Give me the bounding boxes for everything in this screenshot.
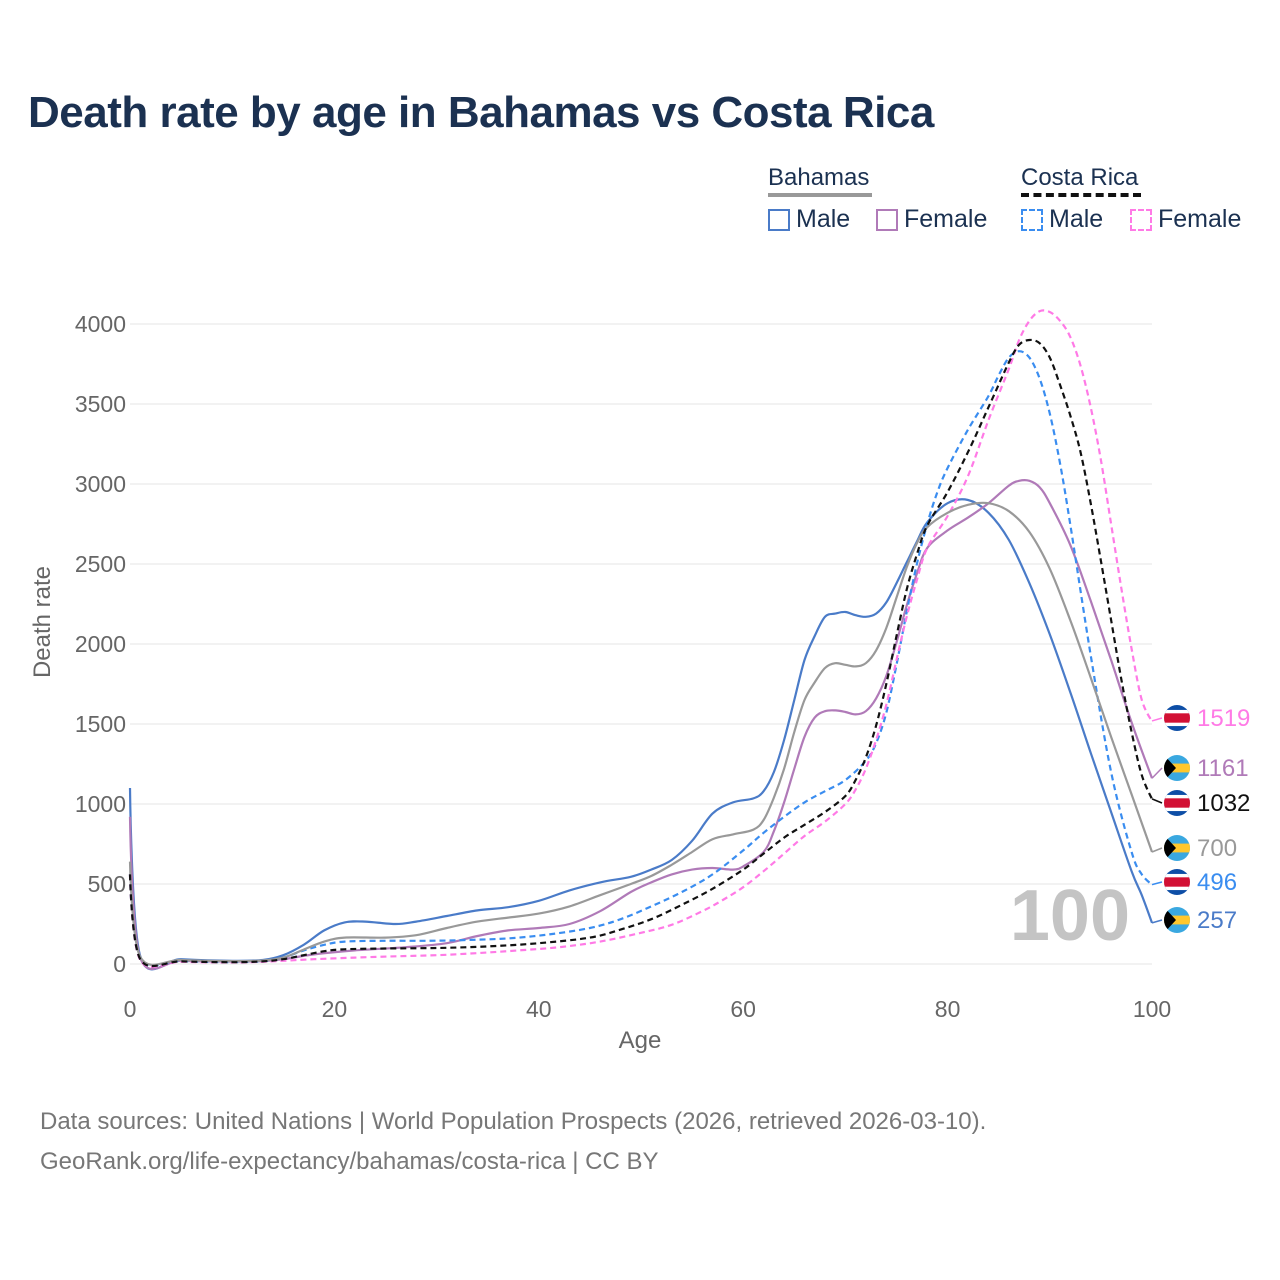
end-label-leader: [1151, 798, 1163, 804]
series-line-costa-rica-male[interactable]: [128, 350, 1153, 967]
costa-rica-flag-icon: [1164, 790, 1190, 816]
x-tick-label: 100: [1133, 996, 1171, 1022]
source-line-1: Data sources: United Nations | World Pop…: [40, 1108, 987, 1135]
series-lines: [128, 309, 1154, 971]
y-axis-label: Death rate: [29, 566, 56, 678]
x-tick-label: 20: [322, 996, 348, 1022]
legend-item-bahamas-male[interactable]: Male: [768, 205, 850, 234]
legend-label: Female: [904, 205, 988, 233]
legend-swatch-bahamas-female: [876, 208, 898, 231]
end-value-label: 1032: [1197, 790, 1250, 817]
legend-label: Male: [1049, 205, 1104, 233]
series-line-costa-rica-female[interactable]: [128, 309, 1153, 968]
legend-label: Female: [1158, 205, 1242, 233]
end-labels: 1519 1161 1032 700 496 257: [1151, 705, 1250, 934]
y-tick-label: 3500: [75, 391, 126, 417]
end-value-label: 1161: [1197, 755, 1249, 782]
end-label-leader: [1151, 919, 1163, 924]
legend-swatch-costa-rica-female: [1130, 208, 1152, 231]
series-line-bahamas-female[interactable]: [128, 478, 1154, 971]
chart-title: Death rate by age in Bahamas vs Costa Ri…: [28, 88, 934, 137]
y-tick-label: 3000: [75, 471, 126, 497]
legend-swatch-costa-rica-male: [1021, 208, 1043, 231]
end-value-label: 700: [1197, 835, 1237, 862]
legend-item-costa-rica-female[interactable]: Female: [1130, 205, 1241, 234]
end-label-leader: [1151, 717, 1163, 722]
series-line-bahamas-total[interactable]: [128, 501, 1154, 966]
end-value-label: 257: [1197, 907, 1237, 934]
axis-ticks: 0 500 1000 1500 2000 2500 3000 3500 4000 0 20 40 60 8…: [75, 311, 1171, 1022]
y-tick-label: 500: [88, 871, 126, 897]
legend-group-costa-rica: Costa Rica: [1021, 164, 1139, 191]
series-line-costa-rica-total[interactable]: [128, 338, 1153, 968]
bahamas-flag-icon: [1164, 835, 1190, 861]
end-label-leader: [1151, 767, 1163, 779]
y-tick-label: 0: [113, 951, 126, 977]
x-tick-label: 0: [124, 996, 137, 1022]
x-axis-label: Age: [619, 1027, 662, 1054]
bahamas-flag-icon: [1164, 755, 1190, 781]
source-line-2[interactable]: GeoRank.org/life-expectancy/bahamas/cost…: [40, 1148, 659, 1175]
legend-group-bahamas: Bahamas: [768, 164, 870, 191]
x-tick-label: 60: [730, 996, 756, 1022]
legend-label: Male: [796, 205, 851, 233]
end-label-leader: [1151, 847, 1163, 853]
y-tick-label: 1000: [75, 791, 126, 817]
age-watermark: 100: [1010, 876, 1130, 956]
y-tick-label: 1500: [75, 711, 126, 737]
end-value-label: 496: [1197, 869, 1237, 896]
costa-rica-flag-icon: [1164, 705, 1190, 731]
end-value-label: 1519: [1197, 705, 1250, 732]
x-tick-label: 80: [935, 996, 961, 1022]
legend-item-bahamas-female[interactable]: Female: [876, 205, 987, 234]
costa-rica-flag-icon: [1164, 869, 1190, 895]
y-tick-label: 2000: [75, 631, 126, 657]
series-line-bahamas-male[interactable]: [128, 498, 1154, 971]
grid-lines: [130, 323, 1152, 965]
x-tick-label: 40: [526, 996, 552, 1022]
legend-costa-rica-line: [1021, 193, 1141, 197]
y-tick-label: 2500: [75, 551, 126, 577]
bahamas-flag-icon: [1164, 907, 1190, 933]
y-tick-label: 4000: [75, 311, 126, 337]
legend-swatch-bahamas-male: [768, 208, 790, 231]
legend-bahamas-line: [768, 193, 872, 197]
end-label-leader: [1151, 881, 1163, 886]
legend-item-costa-rica-male[interactable]: Male: [1021, 205, 1103, 234]
